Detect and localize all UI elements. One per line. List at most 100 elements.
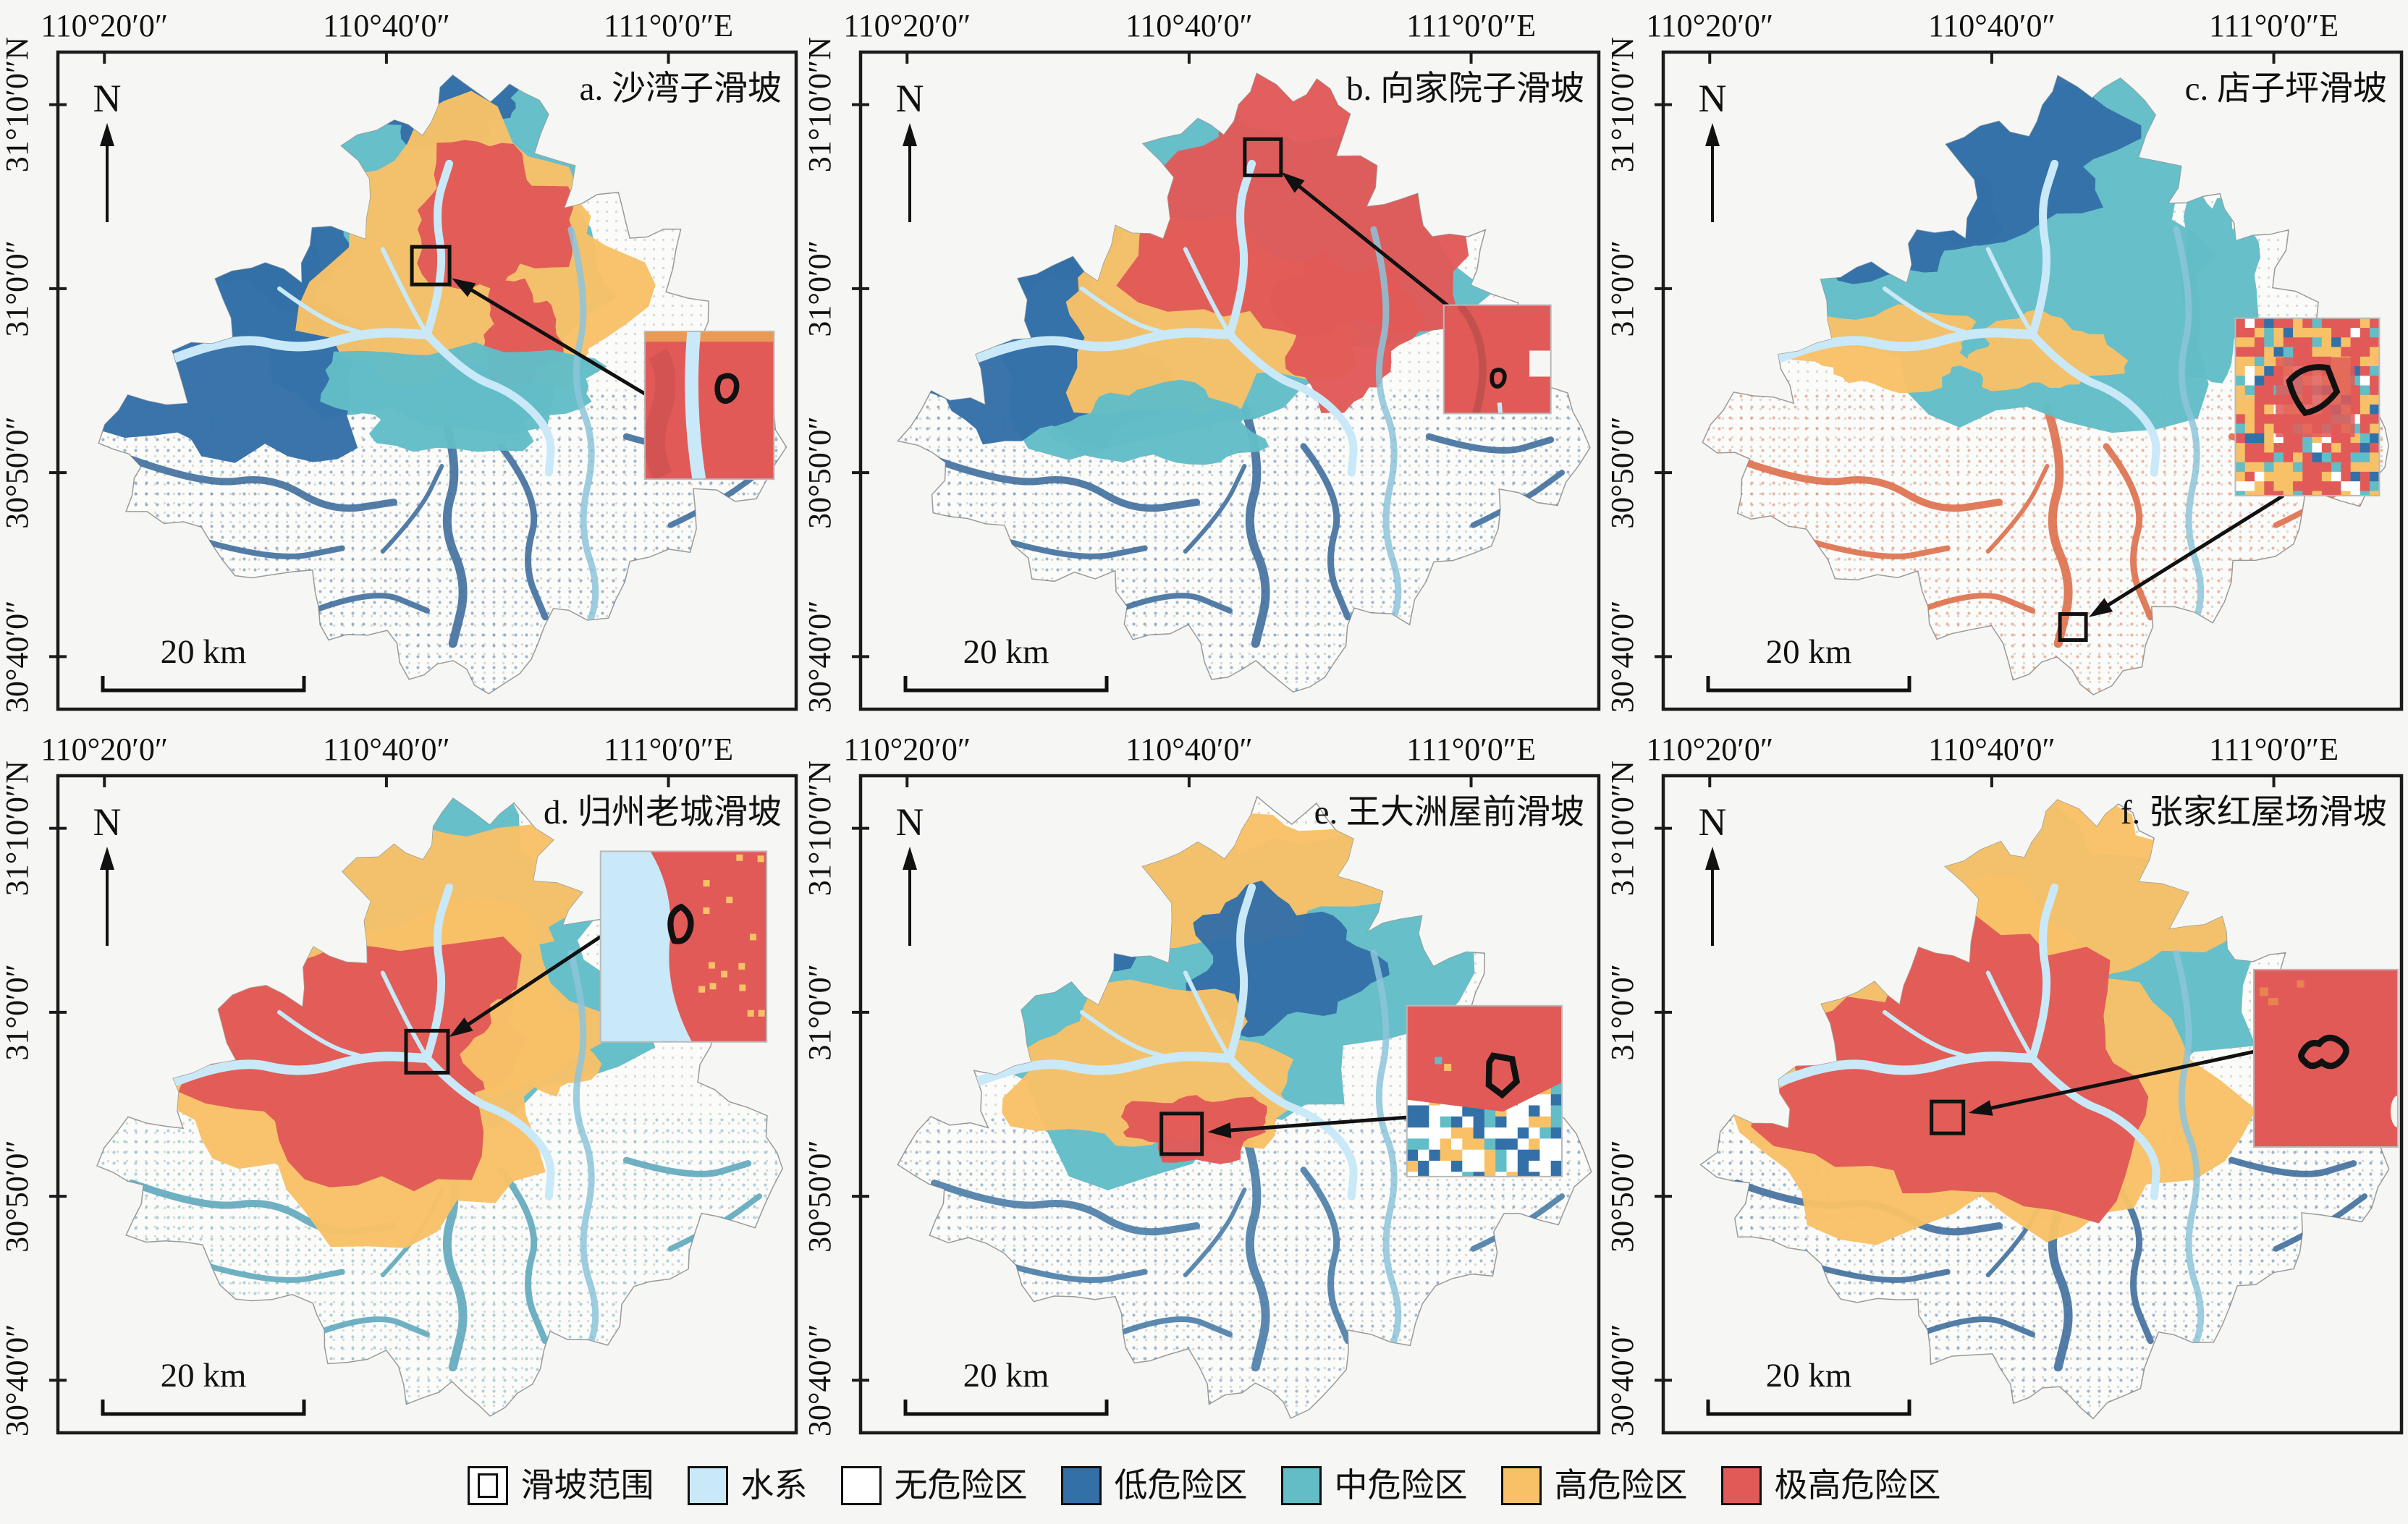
inset-yellow-speck [738, 962, 745, 970]
legend-swatch [1060, 1466, 1102, 1505]
mosaic-cell [2273, 491, 2284, 496]
mosaic-cell [2264, 376, 2275, 386]
left-axis-label: 31°10′0″N [803, 37, 837, 172]
mosaic-cell [2331, 462, 2341, 473]
mosaic-cell [2370, 491, 2380, 496]
landslide-extent-symbol [477, 1473, 498, 1498]
leader-arrowhead [1207, 1122, 1232, 1138]
top-axis-label: 110°20′0″ [1646, 8, 1773, 43]
leader-arrowhead [1281, 172, 1305, 193]
mosaic-cell [2331, 471, 2341, 482]
mosaic-red-core [2276, 357, 2355, 437]
mosaic-cell [2235, 347, 2246, 357]
mosaic-cell [2360, 462, 2370, 473]
inset-yellow-speck [709, 983, 717, 990]
inset-border [1406, 1004, 1563, 1177]
north-arrow-head [903, 123, 917, 146]
river [1225, 883, 1256, 1062]
mosaic-cell [2370, 376, 2380, 386]
mosaic-cell [2341, 491, 2352, 496]
mosaic-cell [1484, 1161, 1496, 1172]
mosaic-cell [2273, 462, 2284, 473]
inset-border [599, 850, 768, 1043]
river [2028, 1054, 2160, 1201]
legend-item-4: 中危险区 [1280, 1466, 1468, 1505]
mosaic-cell [1506, 1149, 1518, 1161]
inset-content [1406, 1005, 1562, 1177]
mosaic-cell [2244, 385, 2255, 396]
mosaic-cell [1406, 1116, 1419, 1128]
mosaic-cell [2264, 328, 2275, 338]
mosaic-cell [2255, 337, 2265, 348]
mosaic-cell [2350, 318, 2361, 329]
mosaic-cell [2360, 366, 2370, 376]
mosaic-cell [2255, 471, 2265, 482]
leader-arrow-line [1986, 1049, 2255, 1111]
river [171, 1051, 432, 1086]
mosaic-cell [2264, 452, 2275, 463]
river [1985, 247, 2035, 337]
left-axis-label: 31°0′0″ [0, 240, 35, 337]
mosaic-cell [2302, 471, 2313, 482]
mosaic-cell [2255, 385, 2265, 396]
mosaic-cell [2370, 462, 2380, 473]
mosaic-cell [2273, 347, 2284, 357]
mosaic-cell [2302, 328, 2313, 338]
mosaic-cell [2255, 405, 2265, 415]
left-axis-label: 31°0′0″ [803, 964, 837, 1061]
river [1225, 330, 1358, 477]
inset-orange-speck [2268, 998, 2278, 1006]
mosaic-cell [2255, 414, 2265, 425]
river [973, 1051, 1235, 1086]
mosaic-cell [1529, 1172, 1540, 1177]
mosaic-cell [2293, 318, 2303, 329]
mosaic-cell [2255, 491, 2265, 496]
legend-label: 低危险区 [1114, 1467, 1248, 1504]
mosaic-cell [2244, 394, 2255, 405]
mosaic-cell [2302, 347, 2313, 357]
mosaic-cell [1440, 1138, 1452, 1151]
mosaic-cell [2244, 462, 2255, 473]
inset-riverRed [643, 330, 775, 481]
landslide-marker-box [404, 1028, 450, 1075]
mosaic-cell [2255, 452, 2265, 463]
panel-title: b. 向家院子滑坡 [1346, 70, 1584, 108]
mosaic-cell [2255, 443, 2265, 453]
left-axis-label: 30°50′0″ [0, 1140, 35, 1253]
mosaic-cell [2235, 337, 2246, 348]
leader-arrow-line [464, 935, 602, 1028]
left-axis-label: 31°10′0″N [0, 37, 35, 172]
mosaic-cell [2235, 491, 2246, 496]
scale-label: 20 km [963, 1357, 1049, 1394]
left-axis-label: 30°40′0″ [0, 601, 35, 714]
top-axis-label: 110°40′0″ [1928, 732, 2056, 767]
east-river [1370, 949, 1402, 1371]
left-axis-label: 31°0′0″ [1605, 964, 1640, 1061]
mosaic-cell [2235, 462, 2246, 473]
left-axis-label: 30°50′0″ [803, 1140, 837, 1253]
scale-bar [1706, 676, 1911, 693]
mosaic-cell [2370, 471, 2380, 482]
mosaic-cell [1451, 1127, 1463, 1139]
legend-label: 极高危险区 [1774, 1467, 1941, 1504]
map-frame [1661, 774, 2404, 1435]
inset-orange-speck [2297, 980, 2305, 988]
east-river [2173, 226, 2205, 647]
mosaic-cell [2341, 471, 2352, 482]
east-river [567, 949, 599, 1371]
map-panel-f: 110°20′0″ 110°40′0″ 111°0′0″E 31°10′0″N 31°0… [1605, 724, 2408, 1447]
top-axis-label: 110°40′0″ [1928, 8, 2056, 43]
river [1883, 286, 1976, 337]
mosaic-cell [2360, 405, 2370, 415]
inset-content [600, 851, 767, 1042]
legend-swatch [1500, 1466, 1542, 1505]
north-arrow-head [100, 847, 114, 870]
river [1225, 1054, 1358, 1201]
scale-label: 20 km [161, 1357, 247, 1394]
mosaic-cell [1495, 1149, 1507, 1161]
mosaic-cell [2360, 452, 2370, 463]
mosaic-cell [2235, 471, 2246, 482]
mosaic-cell [2360, 481, 2370, 491]
hazard-zone-vhigh [417, 140, 574, 290]
map-panels-grid: 110°20′0″ 110°40′0″ 111°0′0″E 31°10′0″N 31°0… [0, 8, 2408, 1447]
